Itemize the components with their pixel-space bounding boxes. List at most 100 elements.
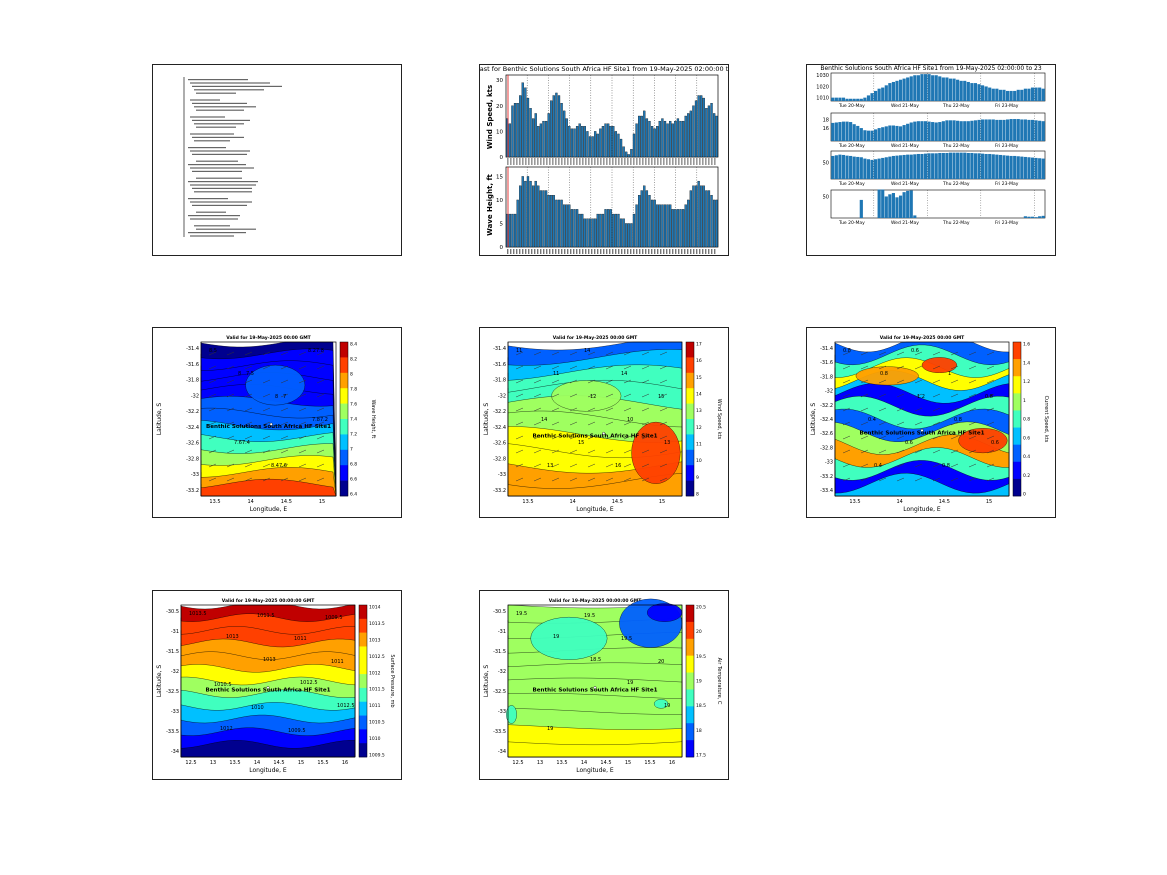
colorbar-segment [686,480,694,497]
precipitation-bar [891,193,895,218]
direction-arrow [515,435,524,440]
wave-bar [676,209,680,248]
direction-arrow [244,477,253,482]
direction-arrow [986,463,995,468]
colorbar-frame [685,604,695,758]
time-strip-tick [627,249,629,254]
date-strip-tick [549,158,551,165]
air-temp-map-thumbnail[interactable]: Valid for 19-May-2025 00:00:00 GMT 19.5 19… [479,590,729,780]
direction-arrow [280,477,289,482]
direction-arrow [569,407,578,412]
ytick-label: -31.6 [820,360,833,366]
date-strip-tick [561,158,563,165]
text-report-thumbnail[interactable] [152,64,402,256]
wave-ytick-label: 10 [496,198,503,204]
pressure-bar [1034,87,1038,101]
colorbar-tick-label: 19 [696,679,702,685]
wave-bar [521,176,524,248]
direction-arrow [280,351,289,356]
time-strip-tick [624,249,626,254]
colorbar-tick-label: 14 [696,392,702,398]
wind-bar [640,115,643,158]
wind-bar [692,105,695,158]
contour-label: 7.2 [320,417,328,423]
direction-arrow [986,435,995,440]
contour-label: 1011.5 [257,613,275,619]
time-strip-tick [597,249,599,254]
temperature-bar [895,125,899,141]
date-strip-tick [639,158,641,165]
wave-bar [625,223,628,248]
wave-bar [661,204,664,248]
text-report-figure [183,77,282,237]
direction-arrow [860,435,869,440]
humidity-bar [898,155,903,179]
temperature-bar [952,120,956,141]
wave-bar [630,223,633,248]
colorbar-segment [686,655,694,673]
direction-arrow [932,477,941,482]
met-series-thumbnail[interactable]: Benthic Solutions South Africa HF Site1 … [806,64,1056,256]
precipitation-bar [898,195,903,218]
direction-arrow [968,393,977,398]
direction-arrow [659,463,668,468]
wave-height-map: Valid for 19-May-2025 00:00 GMT 8.5 7.5 7 7.… [156,335,376,513]
xtick-label: 16 [342,760,348,766]
pressure-bar [913,75,917,101]
direction-arrow [533,365,542,370]
colorbar-segment [1013,478,1021,497]
pressure-bar [959,80,963,101]
contour-blob [647,603,683,622]
direction-arrow [515,365,524,370]
wave-bar [555,199,558,248]
direction-arrow [986,477,995,482]
pressure-bar [931,75,935,101]
direction-arrow [878,407,887,412]
humidity-bar [956,152,960,179]
colorbar-tick-label: 1013 [369,637,381,643]
time-strip-tick [681,249,683,254]
wave-bar [599,213,602,248]
time-strip-tick [525,249,527,254]
wave-bar [526,176,530,248]
ytick-label: -32.6 [493,441,506,447]
colorbar-segment [686,388,694,404]
current-speed-map-thumbnail[interactable]: Valid for 19-May-2025 00:00 GMT 0.8 0.8 1.2… [806,327,1056,518]
temperature-bar [877,128,881,141]
contour-blob [921,357,957,373]
wave-bar [568,204,571,248]
contour-label: 0.6 [991,440,999,446]
temperature-bar [884,126,888,141]
wind-speed-map-thumbnail[interactable]: Valid for 19-May-2025 00:00 GMT 11 11 12 10 1… [479,327,729,518]
contour-blob [958,428,1008,454]
temperature-bar [966,121,970,141]
pressure-map-thumbnail[interactable]: Valid for 19-May-2025 00:00:00 GMT 1013.5… [152,590,402,780]
wind-bar [625,151,628,158]
direction-arrow [515,351,524,356]
humidity-date-label: Tue 20-May [838,181,865,187]
wind-bar [648,120,651,158]
date-strip-tick [600,158,602,165]
pressure-bar [970,83,974,101]
humidity-bar [888,156,892,179]
wind-bar [568,126,571,158]
wind-bar [516,103,519,158]
wave-height-map-thumbnail[interactable]: Valid for 19-May-2025 00:00 GMT 8.5 7.5 7 7.… [152,327,402,518]
colorbar-segment [1013,461,1021,480]
temperature-bar [1020,119,1024,141]
direction-arrow [641,477,650,482]
temperature-bar [988,119,992,141]
wave-bar [532,185,535,248]
colorbar-tick-label: 1 [1023,398,1026,404]
humidity-bar [1030,157,1035,179]
direction-arrow [659,407,668,412]
wind-wave-thumbnail[interactable]: ast for Benthic Solutions South Africa H… [479,64,729,256]
wind-bar [542,120,545,158]
date-strip-tick [630,158,632,165]
contour-label: 1012.5 [337,703,355,709]
wind-bar [606,123,610,158]
direction-arrow [298,463,307,468]
temperature-bar [970,120,974,141]
date-strip-tick [621,158,623,165]
colorbar-segment [1013,342,1021,360]
